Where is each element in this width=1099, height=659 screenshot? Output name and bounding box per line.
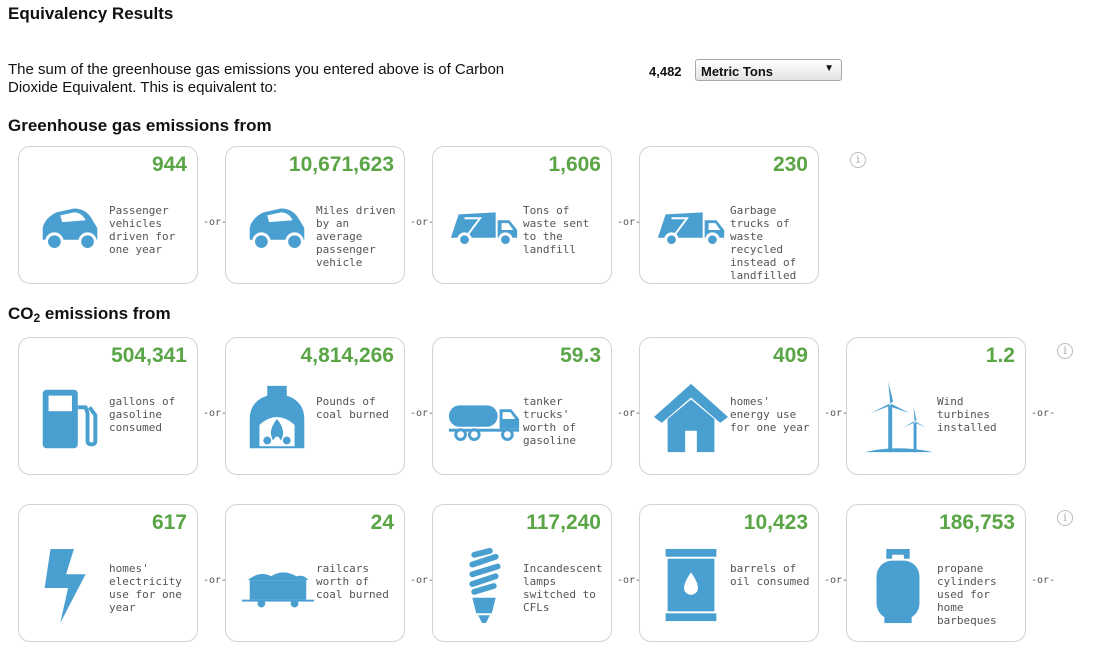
equivalency-card: 944 Passenger vehicles driven for one yea… (18, 146, 198, 284)
equivalency-description: Wind turbines installed (937, 395, 997, 434)
car-icon (31, 189, 109, 267)
gas-pump-icon (31, 380, 109, 458)
propane-cylinder-icon (859, 547, 937, 625)
co2-heading-subscript: 2 (33, 311, 41, 325)
page-title: Equivalency Results (8, 4, 174, 23)
railcar-icon (238, 547, 316, 625)
equivalency-value: 117,240 (526, 511, 601, 534)
equivalency-value: 10,671,623 (288, 153, 394, 176)
equivalency-card: 409 homes' energy use for one year (639, 337, 819, 475)
equivalency-value: 409 (772, 344, 808, 367)
equivalency-value: 504,341 (111, 344, 187, 367)
tanker-truck-icon (445, 380, 523, 458)
equivalency-value: 230 (772, 153, 808, 176)
house-icon (652, 380, 730, 458)
equivalency-value: 10,423 (743, 511, 808, 534)
equivalency-card: 59.3 tanker trucks' worth of gasoline (432, 337, 612, 475)
equivalency-description: tanker trucks' worth of gasoline (523, 395, 576, 447)
equivalency-description: Incandescent lamps switched to CFLs (523, 562, 603, 614)
intro-text: The sum of the greenhouse gas emissions … (8, 61, 505, 96)
equivalency-description: homes' electricity use for one year (109, 562, 182, 614)
wind-turbine-icon (859, 380, 937, 458)
equivalency-description: propane cylinders used for home barbeque… (937, 562, 997, 627)
info-icon[interactable]: i (1057, 343, 1073, 359)
equivalency-value: 617 (151, 511, 187, 534)
co2-heading-suffix: emissions from (40, 304, 171, 323)
coal-furnace-icon (238, 380, 316, 458)
or-separator: -or- (203, 408, 228, 419)
car-icon (238, 189, 316, 267)
or-separator: -or- (410, 575, 435, 586)
info-icon[interactable]: i (1057, 510, 1073, 526)
equivalency-card: 4,814,266 Pounds of coal burned (225, 337, 405, 475)
or-separator: -or- (410, 217, 435, 228)
co2-heading-prefix: CO (8, 304, 34, 323)
or-separator: -or- (410, 408, 435, 419)
equivalency-description: Tons of waste sent to the landfill (523, 204, 590, 256)
or-separator: -or- (824, 408, 849, 419)
equivalency-card: 504,341 gallons of gasoline consumed (18, 337, 198, 475)
equivalency-card: 10,671,623 Miles driven by an average pas… (225, 146, 405, 284)
equivalency-value: 1.2 (985, 344, 1015, 367)
equivalency-description: Miles driven by an average passenger veh… (316, 204, 396, 269)
or-separator: -or- (824, 575, 849, 586)
equivalency-value: 186,753 (939, 511, 1015, 534)
emissions-amount: 4,482 (649, 64, 682, 79)
equivalency-card: 1.2 Wind turbines installed (846, 337, 1026, 475)
chevron-down-icon: ▼ (824, 63, 834, 74)
co2-section-heading: CO2 emissions from (8, 304, 171, 325)
equivalency-card: 230 Garbage trucks of waste recycled inst… (639, 146, 819, 284)
equivalency-card: 10,423 barrels of oil consumed (639, 504, 819, 642)
equivalency-description: gallons of gasoline consumed (109, 395, 176, 434)
equivalency-card: 617 homes' electricity use for one year (18, 504, 198, 642)
unit-select-value: Metric Tons (701, 64, 773, 79)
or-separator: -or- (617, 575, 642, 586)
equivalency-description: railcars worth of coal burned (316, 562, 389, 601)
equivalency-description: Pounds of coal burned (316, 395, 389, 421)
or-separator: -or- (617, 217, 642, 228)
equivalency-card: 1,606 Tons of waste sent to the landfill (432, 146, 612, 284)
cfl-bulb-icon (445, 547, 523, 625)
equivalency-card: 186,753 propane cylinders used for home b… (846, 504, 1026, 642)
unit-select[interactable]: Metric Tons ▼ (695, 59, 842, 81)
equivalency-description: barrels of oil consumed (730, 562, 810, 588)
or-separator: -or- (617, 408, 642, 419)
or-separator: -or- (203, 575, 228, 586)
equivalency-value: 1,606 (548, 153, 601, 176)
equivalency-value: 59.3 (560, 344, 601, 367)
equivalency-value: 4,814,266 (300, 344, 394, 367)
equivalency-card: 117,240 Incandescent lamps switched to CF… (432, 504, 612, 642)
equivalency-description: homes' energy use for one year (730, 395, 810, 434)
or-separator: -or- (1031, 575, 1056, 586)
equivalency-description: Garbage trucks of waste recycled instead… (730, 204, 797, 282)
garbage-truck-icon (445, 189, 523, 267)
equivalency-card: 24 railcars worth of coal burned (225, 504, 405, 642)
oil-barrel-icon (652, 547, 730, 625)
equivalency-value: 24 (370, 511, 394, 534)
equivalency-value: 944 (151, 153, 187, 176)
lightning-icon (31, 547, 109, 625)
garbage-truck-icon (652, 189, 730, 267)
or-separator: -or- (1031, 408, 1056, 419)
equivalency-description: Passenger vehicles driven for one year (109, 204, 176, 256)
ghg-section-heading: Greenhouse gas emissions from (8, 116, 272, 135)
info-icon[interactable]: i (850, 152, 866, 168)
or-separator: -or- (203, 217, 228, 228)
